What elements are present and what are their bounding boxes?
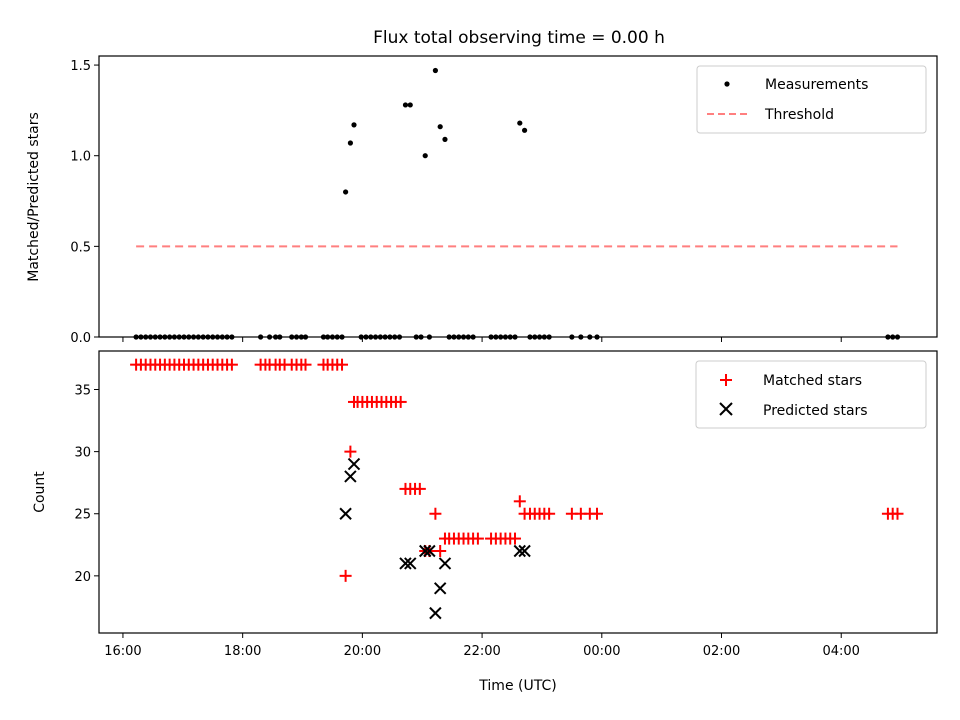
x-tick-label: 16:00: [104, 644, 141, 659]
top-y-axis: 0.0 0.5 1.0 1.5: [70, 59, 99, 346]
measurement-point: [437, 124, 443, 130]
x-tick-label: 04:00: [822, 644, 859, 659]
y-tick-label: 30: [74, 446, 91, 461]
bottom-plot-area: [130, 358, 904, 620]
x-tick-label: 00:00: [583, 644, 620, 659]
legend-predicted-label: Predicted stars: [763, 403, 868, 419]
x-axis-title: Time (UTC): [478, 678, 556, 694]
matched-star-point: [344, 445, 357, 458]
y-tick-label: 0.0: [70, 331, 91, 346]
predicted-star-point: [419, 544, 432, 558]
measurement-point: [402, 102, 409, 108]
top-legend: Measurements Threshold: [696, 65, 927, 134]
predicted-star-point: [429, 606, 442, 620]
measurement-point: [422, 153, 428, 159]
top-panel-frame: [98, 55, 938, 338]
top-x-axis-ticks: [122, 337, 842, 342]
matched-star-point: [513, 495, 526, 508]
matched-star-point: [413, 482, 426, 495]
measurement-point: [343, 189, 349, 195]
matched-star-point: [471, 532, 484, 545]
matched-star-point: [543, 507, 556, 520]
matched-star-point: [591, 507, 604, 520]
matched-star-point: [509, 532, 522, 545]
matched-star-point: [434, 545, 447, 558]
predicted-star-point: [399, 557, 412, 570]
top-plot-area: [133, 67, 901, 340]
x-tick-label: 18:00: [224, 644, 261, 659]
matched-star-point: [891, 507, 904, 520]
matched-star-point: [394, 395, 407, 408]
x-tick-label: 22:00: [463, 644, 500, 659]
predicted-star-point: [433, 582, 447, 595]
y-tick-label: 35: [74, 384, 91, 399]
legend-matched-marker: [720, 374, 732, 386]
measurement-point: [432, 67, 438, 74]
bottom-y-axis-title: Count: [32, 471, 48, 513]
predicted-star-point: [344, 470, 357, 483]
matched-star-point: [225, 358, 238, 371]
bottom-panel: 20 25 30 35 16:00 18:00 20:00 22:00 00:00 02:00 0…: [32, 350, 938, 694]
legend-predicted-marker: [719, 402, 733, 416]
measurement-point: [351, 122, 357, 128]
predicted-star-point: [339, 507, 352, 520]
bottom-legend: Matched stars Predicted stars: [695, 360, 927, 429]
measurement-point: [521, 127, 528, 133]
predicted-star-point: [423, 544, 436, 558]
y-tick-label: 0.5: [70, 240, 91, 255]
matched-star-point: [299, 358, 312, 371]
top-panel: 0.0 0.5 1.0 1.5 Measurements Matched/Predic…: [26, 55, 938, 346]
matched-star-point: [339, 569, 352, 582]
y-tick-label: 1.5: [70, 59, 91, 74]
bottom-panel-frame: [98, 350, 938, 634]
bottom-legend-box: [695, 360, 927, 429]
matched-star-point: [429, 507, 442, 520]
y-tick-label: 1.0: [70, 150, 91, 165]
measurement-point: [407, 102, 413, 108]
x-tick-label: 02:00: [703, 644, 740, 659]
bottom-x-axis: 16:00 18:00 20:00 22:00 00:00 02:00 04:00: [104, 633, 860, 659]
predicted-star-point: [347, 457, 361, 471]
legend-measurements-label: Measurements: [765, 77, 868, 93]
y-tick-label: 25: [74, 508, 91, 523]
legend-measurements-marker: [724, 81, 730, 87]
measurement-point: [347, 140, 353, 146]
predicted-star-point: [404, 557, 417, 570]
chart-title: Flux total observing time = 0.00 h: [373, 28, 665, 48]
legend-threshold-label: Threshold: [764, 107, 834, 123]
y-tick-label: 20: [74, 570, 91, 585]
bottom-y-axis: 20 25 30 35: [74, 384, 99, 585]
x-tick-label: 20:00: [344, 644, 381, 659]
measurement-point: [442, 136, 448, 142]
legend-matched-label: Matched stars: [763, 373, 862, 389]
top-y-axis-title: Matched/Predicted stars: [26, 112, 42, 282]
measurement-point: [517, 120, 523, 126]
predicted-star-point: [518, 544, 531, 558]
predicted-star-point: [513, 544, 527, 558]
top-legend-box: [696, 65, 927, 134]
matched-star-point: [336, 358, 349, 371]
predicted-star-point: [438, 557, 452, 570]
